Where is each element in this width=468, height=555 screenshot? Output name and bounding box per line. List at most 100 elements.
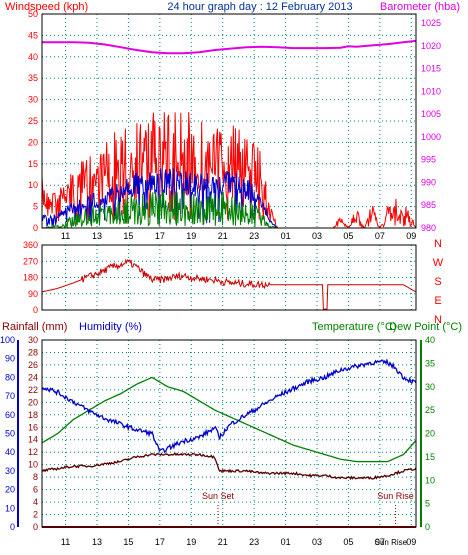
compass-label: N [434,314,442,326]
rainfall-axis-label: Rainfall (mm) [2,321,67,333]
sun-annotation-label: Sun Rise [377,491,414,501]
temp-x-tick-label: 03 [312,537,322,547]
temp-x-tick-label: 07 [375,537,385,547]
wind-y-tick-label: 40 [28,52,38,62]
wind-x-tick-label: 15 [123,231,133,241]
barometer-y-tick-label: 1010 [421,86,441,96]
wind-x-tick-label: 01 [281,231,291,241]
temp-x-tick-label: 19 [186,537,196,547]
temp-x-tick-label: 09 [406,537,416,547]
temperature-y-tick-label: 0 [425,522,430,532]
temperature-y-tick-label: 10 [425,475,435,485]
humidity-y-tick-label: 30 [5,466,15,476]
rain-y-tick-label: 10 [28,460,38,470]
compass-label: N [434,238,442,250]
wind-x-tick-label: 21 [218,231,228,241]
direction-y-tick-label: 0 [33,305,38,315]
humidity-y-tick-label: 80 [5,372,15,382]
wind-direction-series [41,258,417,310]
barometer-y-tick-label: 990 [421,177,436,187]
wind-x-tick-label: 07 [375,231,385,241]
barometer-y-tick-label: 995 [421,155,436,165]
barometer-y-tick-label: 1020 [421,41,441,51]
temp-frame [41,339,417,528]
humidity-y-tick-label: 60 [5,410,15,420]
barometer-y-tick-label: 985 [421,200,436,210]
rain-y-tick-label: 14 [28,435,38,445]
temperature-y-tick-label: 5 [425,499,430,509]
temp-x-tick-label: 21 [218,537,228,547]
temp-x-tick-label: 05 [343,537,353,547]
temp-x-tick-label: 13 [92,537,102,547]
wind-y-tick-label: 5 [33,202,38,212]
barometer-series [42,39,417,55]
windspeed-axis-label: Windspeed (kph) [5,1,88,13]
barometer-y-tick-label: 980 [421,223,436,233]
barometer-y-tick-label: 1000 [421,132,441,142]
rain-y-tick-label: 20 [28,397,38,407]
humidity-y-tick-label: 90 [5,354,15,364]
direction-y-tick-label: 180 [23,273,38,283]
humidity-y-tick-label: 70 [5,391,15,401]
direction-y-tick-label: 360 [23,240,38,250]
temp-x-tick-label: 17 [155,537,165,547]
rain-y-tick-label: 12 [28,447,38,457]
humidity-axis-label: Humidity (%) [79,321,142,333]
direction-y-tick-label: 270 [23,256,38,266]
sun-annotation-label: Sun Set [202,491,235,501]
rain-y-tick-label: 18 [28,410,38,420]
direction-y-tick-label: 90 [28,289,38,299]
temperature-axis-label: Temperature (°C) [312,321,396,333]
chart-title: 24 hour graph day : 12 February 2013 [167,1,352,13]
wind-x-tick-label: 09 [406,231,416,241]
humidity-y-tick-label: 0 [10,522,15,532]
compass-label: E [434,295,441,307]
wind-x-tick-label: 11 [61,231,70,241]
wind-y-tick-label: 20 [28,137,38,147]
wind-x-tick-label: 19 [186,231,196,241]
temperature-y-tick-label: 15 [425,452,435,462]
rain-y-tick-label: 8 [33,472,38,482]
sunrise-axis-marker-label: Sun Rise [375,538,408,547]
wind-y-tick-label: 35 [28,73,38,83]
rain-y-tick-label: 30 [28,335,38,345]
barometer-y-tick-label: 1005 [421,109,441,119]
barometer-axis-label: Barometer (hba) [380,1,460,13]
rain-y-tick-label: 22 [28,385,38,395]
compass-label: S [434,276,441,288]
temp-x-tick-label: 01 [281,537,291,547]
rain-y-tick-label: 0 [33,522,38,532]
wind-gust-series [41,112,417,229]
wind-y-tick-label: 30 [28,95,38,105]
temperature-y-tick-label: 40 [425,335,435,345]
wind-frame [41,13,417,229]
temperature-y-tick-label: 20 [425,429,435,439]
rain-y-tick-label: 28 [28,347,38,357]
rain-y-tick-label: 6 [33,485,38,495]
wind-y-tick-label: 45 [28,30,38,40]
direction-frame [41,244,417,311]
wind-barometer-panel: 0510152025303540455098098599099510001005… [28,9,441,241]
wind-x-tick-label: 17 [155,231,165,241]
temperature-y-tick-label: 35 [425,358,435,368]
temp-x-tick-label: 11 [61,537,70,547]
humidity-y-tick-label: 100 [0,335,15,345]
barometer-y-tick-label: 1015 [421,64,441,74]
temperature-series [41,376,417,463]
temperature-y-tick-label: 25 [425,405,435,415]
temp-x-tick-label: 15 [123,537,133,547]
barometer-y-tick-label: 1025 [421,18,441,28]
wind-y-tick-label: 25 [28,116,38,126]
rain-y-tick-label: 2 [33,510,38,520]
wind-y-tick-label: 0 [33,223,38,233]
temp-humidity-panel: 0246810121416182022242628300102030405060… [0,335,435,547]
dewpoint-axis-label: Dew Point (°C) [389,321,462,333]
wind-y-tick-label: 15 [28,159,38,169]
rain-y-tick-label: 26 [28,360,38,370]
wind-x-tick-label: 03 [312,231,322,241]
rain-y-tick-label: 16 [28,422,38,432]
wind-y-tick-label: 10 [28,180,38,190]
